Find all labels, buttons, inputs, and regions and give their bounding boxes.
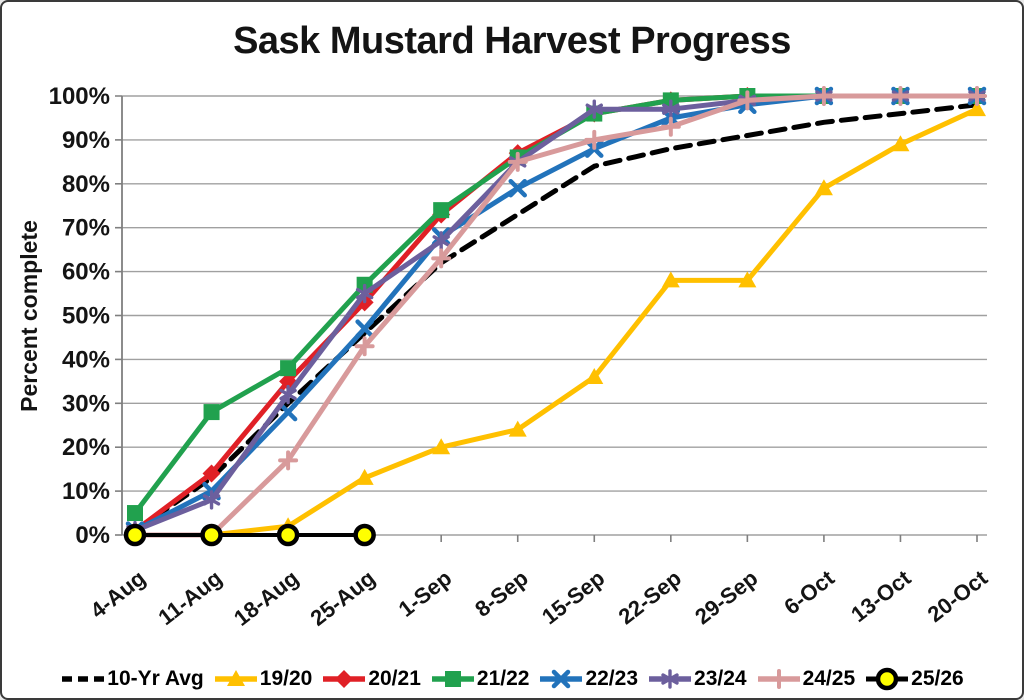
legend-item-21-22: 21/22: [430, 666, 530, 692]
marker: [280, 360, 297, 377]
marker: [226, 670, 245, 686]
series-25-26: [123, 523, 376, 547]
legend-label: 23/24: [694, 667, 747, 690]
series-line: [132, 93, 980, 538]
y-tick-label: 20%: [62, 434, 110, 461]
legend-label: 21/22: [476, 667, 530, 690]
legend-item-20-21: 20/21: [321, 666, 421, 692]
marker: [433, 202, 450, 219]
legend: 10-Yr Avg 19/20 20/21 21/22 22/23 23/24 24/25 2…: [2, 666, 1022, 692]
y-tick-label: 90%: [62, 127, 110, 154]
legend-swatch: [323, 670, 366, 688]
series-24-25: [125, 86, 987, 545]
x-tick-label: 25-Aug: [306, 565, 380, 631]
marker: [432, 438, 451, 455]
x-tick-label: 1-Sep: [394, 565, 457, 622]
series-line: [132, 93, 980, 534]
marker: [508, 178, 527, 198]
marker: [738, 271, 757, 288]
x-tick-label: 22-Sep: [614, 565, 686, 629]
legend-swatch: [62, 676, 105, 682]
x-tick-label: 8-Sep: [470, 565, 533, 622]
y-tick-label: 100%: [49, 83, 110, 110]
marker: [279, 388, 297, 401]
y-tick-label: 30%: [62, 390, 110, 417]
marker: [202, 464, 221, 483]
y-tick-label: 50%: [62, 303, 110, 330]
legend-swatch: [757, 669, 800, 689]
x-tick-label: 15-Sep: [537, 565, 609, 629]
marker: [552, 669, 571, 689]
y-tick-label: 60%: [62, 259, 110, 286]
legend-label: 25/26: [911, 667, 964, 690]
marker: [278, 402, 298, 422]
marker: [355, 468, 374, 485]
legend-label: 20/21: [368, 667, 421, 690]
marker: [585, 103, 603, 115]
marker: [661, 673, 679, 685]
x-tick-label: 20-Oct: [923, 565, 993, 627]
series-line: [132, 93, 980, 534]
marker: [432, 235, 450, 247]
marker: [353, 523, 376, 547]
marker: [355, 319, 374, 338]
legend-item-24-25: 24/25: [756, 666, 856, 692]
x-tick-label: 6-Oct: [779, 565, 839, 620]
legend-item-22-23: 22/23: [538, 666, 638, 692]
legend-swatch: [214, 670, 257, 686]
marker: [585, 367, 604, 384]
series-22-23: [125, 86, 987, 540]
legend-item-10-yr-avg: 10-Yr Avg: [60, 666, 204, 692]
chart-title: Sask Mustard Harvest Progress: [233, 20, 791, 62]
legend-item-19-20: 19/20: [213, 666, 313, 692]
legend-label: 22/23: [585, 667, 639, 690]
x-tick-label: 29-Sep: [690, 565, 762, 629]
marker: [200, 523, 223, 547]
series-20-21: [126, 87, 986, 540]
y-tick-label: 80%: [62, 171, 110, 198]
legend-label: 24/25: [802, 667, 856, 690]
legend-swatch: [649, 669, 692, 689]
marker: [875, 667, 899, 691]
legend-item-25-26: 25/26: [864, 666, 964, 692]
legend-swatch: [866, 667, 909, 691]
marker: [127, 505, 143, 522]
marker: [508, 420, 527, 437]
series-23-24: [126, 86, 986, 541]
legend-item-23-24: 23/24: [647, 666, 747, 692]
series-line: [132, 93, 980, 534]
marker: [444, 671, 461, 687]
x-tick-label: 13-Oct: [846, 565, 916, 627]
marker: [661, 271, 680, 288]
series-line: [132, 106, 980, 538]
y-tick-label: 10%: [62, 478, 110, 505]
marker: [968, 100, 986, 117]
legend-swatch: [540, 669, 583, 689]
y-tick-label: 0%: [75, 522, 110, 549]
marker: [662, 103, 680, 115]
marker: [203, 404, 220, 421]
legend-label: 10-Yr Avg: [107, 667, 204, 690]
y-tick-label: 40%: [62, 346, 110, 373]
y-tick-label: 70%: [62, 215, 110, 242]
marker: [123, 523, 147, 547]
marker: [814, 179, 833, 196]
x-tick-label: 11-Aug: [153, 565, 226, 630]
marker: [355, 287, 374, 300]
marker: [335, 670, 354, 688]
series-line: [132, 93, 980, 516]
x-tick-label: 18-Aug: [229, 565, 303, 631]
marker: [202, 494, 221, 506]
legend-swatch: [431, 671, 474, 687]
marker: [276, 523, 300, 547]
marker: [891, 135, 910, 152]
x-tick-label: 4-Aug: [86, 565, 151, 623]
legend-label: 19/20: [259, 667, 313, 690]
